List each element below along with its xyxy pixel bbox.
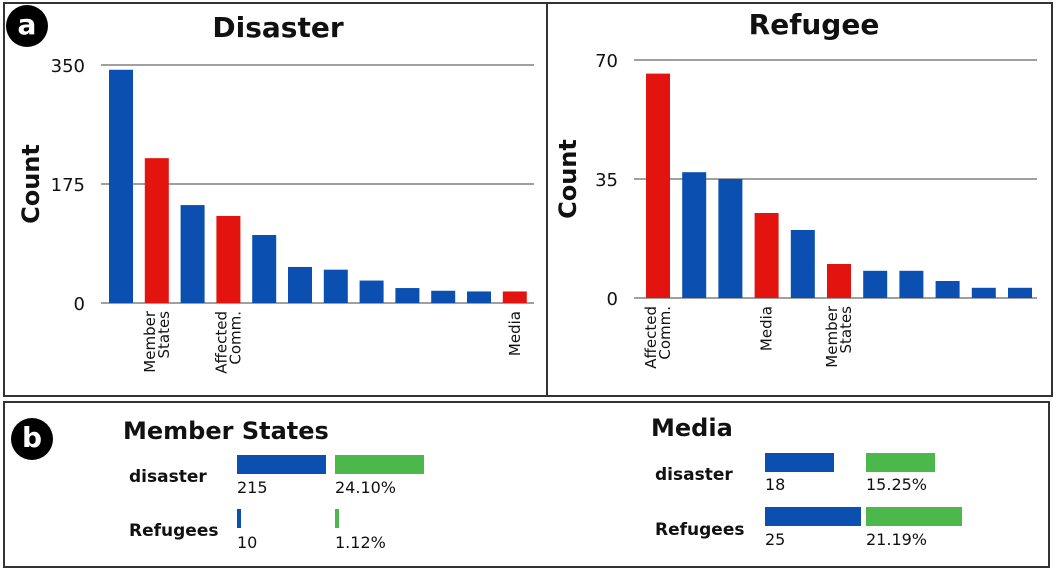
disaster-bar — [502, 291, 527, 303]
refugee-y-tick-label: 35 — [595, 170, 618, 191]
member-states-refugees-label: Refugees — [129, 521, 219, 541]
member-states-disaster-label: disaster — [129, 467, 207, 487]
disaster-bar — [109, 69, 133, 303]
media-disaster-count-bar — [765, 453, 834, 472]
refugee-bar — [863, 270, 888, 298]
refugee-category-label: Member — [823, 305, 841, 368]
refugee-chart-panel: Refugee Count 0 35 70 Affected Comm. Media Membe… — [546, 2, 1053, 397]
refugee-y-tick-label: 0 — [607, 289, 618, 310]
member-states-refugees-pct-bar — [335, 509, 339, 528]
refugee-bar — [790, 230, 815, 298]
disaster-category-label: Comm. — [226, 311, 244, 365]
refugee-category-label: Comm. — [656, 306, 674, 360]
refugee-bar — [1008, 287, 1032, 298]
refugee-bar — [935, 281, 960, 298]
disaster-y-tick-label: 350 — [51, 56, 85, 77]
disaster-category-label: Member — [141, 310, 159, 373]
disaster-bar — [252, 235, 277, 303]
disaster-y-tick-label: 175 — [51, 175, 85, 196]
media-refugees-label: Refugees — [655, 520, 745, 540]
member-states-refugees-pct: 1.12% — [335, 533, 386, 552]
disaster-chart-panel: Disaster Count 0 175 350 Member States Affected… — [3, 2, 549, 397]
refugee-chart-title: Refugee — [749, 8, 880, 41]
media-disaster-label: disaster — [655, 465, 733, 485]
media-disaster-count: 18 — [765, 475, 786, 494]
panel-a-badge: a — [6, 5, 48, 47]
refugee-bar — [899, 270, 924, 298]
member-states-disaster-count: 215 — [237, 478, 268, 497]
disaster-bar — [359, 280, 384, 303]
disaster-bar — [180, 205, 205, 303]
media-refugees-pct: 21.19% — [866, 530, 928, 549]
refugee-y-tick-label: 70 — [595, 51, 618, 72]
member-states-title: Member States — [123, 417, 329, 445]
media-refugees-pct-bar — [866, 507, 962, 526]
refugee-category-label: Media — [758, 306, 776, 351]
disaster-y-tick-label: 0 — [74, 294, 85, 315]
refugee-bar — [682, 172, 707, 298]
refugee-y-axis-label: Count — [554, 139, 582, 219]
member-states-disaster-pct: 24.10% — [335, 478, 397, 497]
disaster-chart-title: Disaster — [212, 11, 343, 44]
refugee-category-label: Affected — [642, 306, 660, 369]
disaster-bar — [144, 158, 169, 303]
disaster-category-label: Media — [506, 311, 524, 356]
refugee-bar — [718, 179, 743, 298]
disaster-bar — [288, 266, 312, 303]
refugee-bar — [754, 213, 779, 298]
disaster-y-axis-label: Count — [17, 144, 45, 224]
media-disaster-pct: 15.25% — [866, 475, 928, 494]
disaster-bar — [323, 269, 348, 303]
refugee-category-label: States — [837, 306, 855, 354]
disaster-bar — [216, 215, 241, 303]
refugee-bar — [646, 73, 670, 298]
member-states-disaster-count-bar — [237, 455, 326, 474]
disaster-bar — [467, 291, 491, 303]
media-refugees-count: 25 — [765, 530, 786, 549]
refugee-bar — [971, 287, 996, 298]
stats-panel: Member States disaster 215 24.10% Refuge… — [3, 401, 1050, 568]
member-states-refugees-count-bar — [237, 509, 241, 528]
panel-b-badge: b — [11, 418, 53, 460]
media-title: Media — [651, 414, 733, 442]
disaster-bar — [395, 288, 420, 303]
media-disaster-pct-bar — [866, 453, 935, 472]
refugee-bar — [827, 264, 851, 298]
member-states-refugees-count: 10 — [237, 533, 258, 552]
disaster-category-label: States — [155, 311, 173, 359]
member-states-disaster-pct-bar — [335, 455, 424, 474]
disaster-bar — [431, 290, 456, 303]
disaster-category-label: Affected — [212, 311, 230, 374]
media-refugees-count-bar — [765, 507, 861, 526]
